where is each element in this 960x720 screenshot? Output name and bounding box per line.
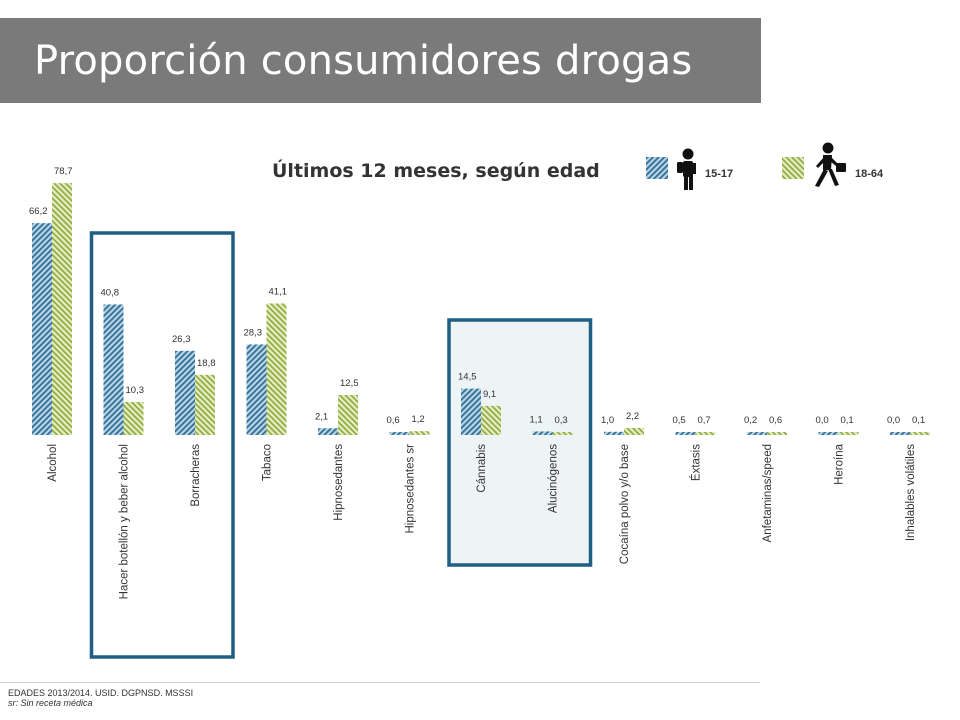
chart-title: Últimos 12 meses, según edad	[272, 158, 600, 182]
footer-source: EDADES 2013/2014. USID. DGPNSD. MSSSI	[8, 688, 194, 698]
data-label-15-17-borracheras: 26,3	[172, 334, 191, 345]
data-label-15-17-tabaco: 28,3	[244, 327, 263, 338]
bar-18-64-alucinogenos	[552, 432, 573, 435]
legend-swatch-18-64	[782, 157, 804, 179]
footer-divider	[0, 682, 760, 683]
data-label-15-17-heroina: 0,0	[816, 415, 829, 426]
data-label-18-64-inhalables-volatiles: 0,1	[912, 415, 925, 426]
bar-15-17-heroina	[818, 432, 839, 435]
data-label-15-17-hipnosedantes-sr: 0,6	[387, 415, 400, 426]
highlight-box-2	[447, 318, 593, 567]
data-label-15-17-inhalables-volatiles: 0,0	[887, 415, 900, 426]
data-label-15-17-alucinogenos: 1,1	[530, 414, 543, 425]
bar-18-64-anfetaminas-speed	[767, 432, 787, 435]
category-tick-label: Heroína	[834, 443, 846, 485]
category-tick-label: Éxtasis	[690, 444, 703, 481]
bar-15-17-alcohol	[32, 223, 52, 435]
walking-adult-with-briefcase-icon	[815, 142, 846, 187]
data-label-18-64-hacer-botellon-y-beber-alcohol: 10,3	[126, 385, 145, 396]
title-bar: Proporción consumidores drogas	[0, 18, 761, 103]
highlight-box-1	[89, 231, 235, 659]
category-tick-label: Hipnosedantes sr	[405, 444, 417, 534]
bar-18-64-extasis	[695, 432, 716, 435]
bar-18-64-heroina	[838, 432, 859, 435]
bar-15-17-hipnosedantes	[318, 428, 338, 435]
bar-18-64-hipnosedantes	[338, 395, 358, 435]
bar-18-64-inhalables-volatiles	[910, 432, 930, 435]
bar-18-64-cocaina-polvo-y-o-base	[624, 427, 644, 435]
data-label-18-64-heroina: 0,1	[841, 415, 854, 426]
data-label-18-64-extasis: 0,7	[698, 415, 711, 426]
data-label-15-17-cannabis: 14,5	[458, 372, 477, 383]
data-label-15-17-alcohol: 66,2	[29, 206, 48, 217]
bar-15-17-extasis	[675, 432, 696, 435]
data-label-15-17-hipnosedantes: 2,1	[315, 411, 328, 422]
data-label-18-64-alcohol: 78,7	[54, 166, 73, 177]
data-label-18-64-tabaco: 41,1	[269, 286, 288, 297]
footer: EDADES 2013/2014. USID. DGPNSD. MSSSI sr…	[8, 688, 193, 708]
bar-15-17-tabaco	[246, 344, 267, 435]
bar-18-64-hacer-botellon-y-beber-alcohol	[123, 402, 144, 435]
category-tick-label: Borracheras	[190, 444, 202, 507]
data-label-18-64-alucinogenos: 0,3	[555, 415, 568, 426]
footer-note: sr: Sin receta médica	[8, 698, 93, 708]
bar-18-64-borracheras	[195, 374, 215, 435]
legend-swatch-15-17	[646, 157, 668, 179]
chart: 66,2 78,7 Alcohol 40,8 10,3 Hacer botellón y …	[29, 142, 930, 659]
bar-15-17-cocaina-polvo-y-o-base	[604, 431, 624, 435]
category-tick-label: Tabaco	[262, 444, 274, 481]
slide-title: Proporción consumidores drogas	[34, 38, 693, 84]
bar-18-64-tabaco	[266, 303, 287, 435]
data-label-18-64-hipnosedantes-sr: 1,2	[412, 414, 425, 425]
data-label-15-17-hacer-botellon-y-beber-alcohol: 40,8	[101, 287, 120, 298]
data-label-18-64-cannabis: 9,1	[483, 389, 496, 400]
category-tick-label: Cánnabis	[476, 444, 488, 493]
data-label-18-64-cocaina-polvo-y-o-base: 2,2	[626, 411, 639, 422]
data-label-18-64-anfetaminas-speed: 0,6	[769, 415, 782, 426]
category-tick-label: Cocaína polvo y/o base	[619, 444, 631, 564]
category-tick-label: Hacer botellón y beber alcohol	[119, 444, 131, 599]
data-label-15-17-extasis: 0,5	[673, 415, 686, 426]
bar-15-17-cannabis	[461, 388, 481, 435]
data-label-18-64-borracheras: 18,8	[197, 358, 216, 369]
bar-18-64-hipnosedantes-sr	[409, 431, 430, 435]
data-label-18-64-hipnosedantes: 12,5	[340, 378, 359, 389]
teen-with-backpack-icon	[677, 148, 696, 190]
bar-15-17-anfetaminas-speed	[747, 432, 767, 435]
legend-label-15-17: 15-17	[705, 168, 733, 180]
category-tick-label: Hipnosedantes	[333, 444, 345, 521]
bar-15-17-hipnosedantes-sr	[389, 432, 410, 435]
category-tick-label: Alucinógenos	[548, 444, 560, 513]
bar-15-17-borracheras	[175, 350, 195, 435]
bar-15-17-hacer-botellon-y-beber-alcohol	[103, 304, 124, 435]
bar-18-64-cannabis	[481, 405, 501, 435]
category-tick-label: Anfetaminas/speed	[762, 444, 774, 542]
category-tick-label: Inhalables volátiles	[905, 444, 917, 541]
bar-18-64-alcohol	[52, 183, 72, 435]
category-tick-label: Alcohol	[47, 444, 59, 482]
legend-label-18-64: 18-64	[855, 168, 884, 180]
bar-15-17-inhalables-volatiles	[890, 432, 910, 435]
data-label-15-17-cocaina-polvo-y-o-base: 1,0	[601, 415, 614, 426]
bar-15-17-alucinogenos	[532, 431, 553, 435]
data-label-15-17-anfetaminas-speed: 0,2	[744, 415, 757, 426]
